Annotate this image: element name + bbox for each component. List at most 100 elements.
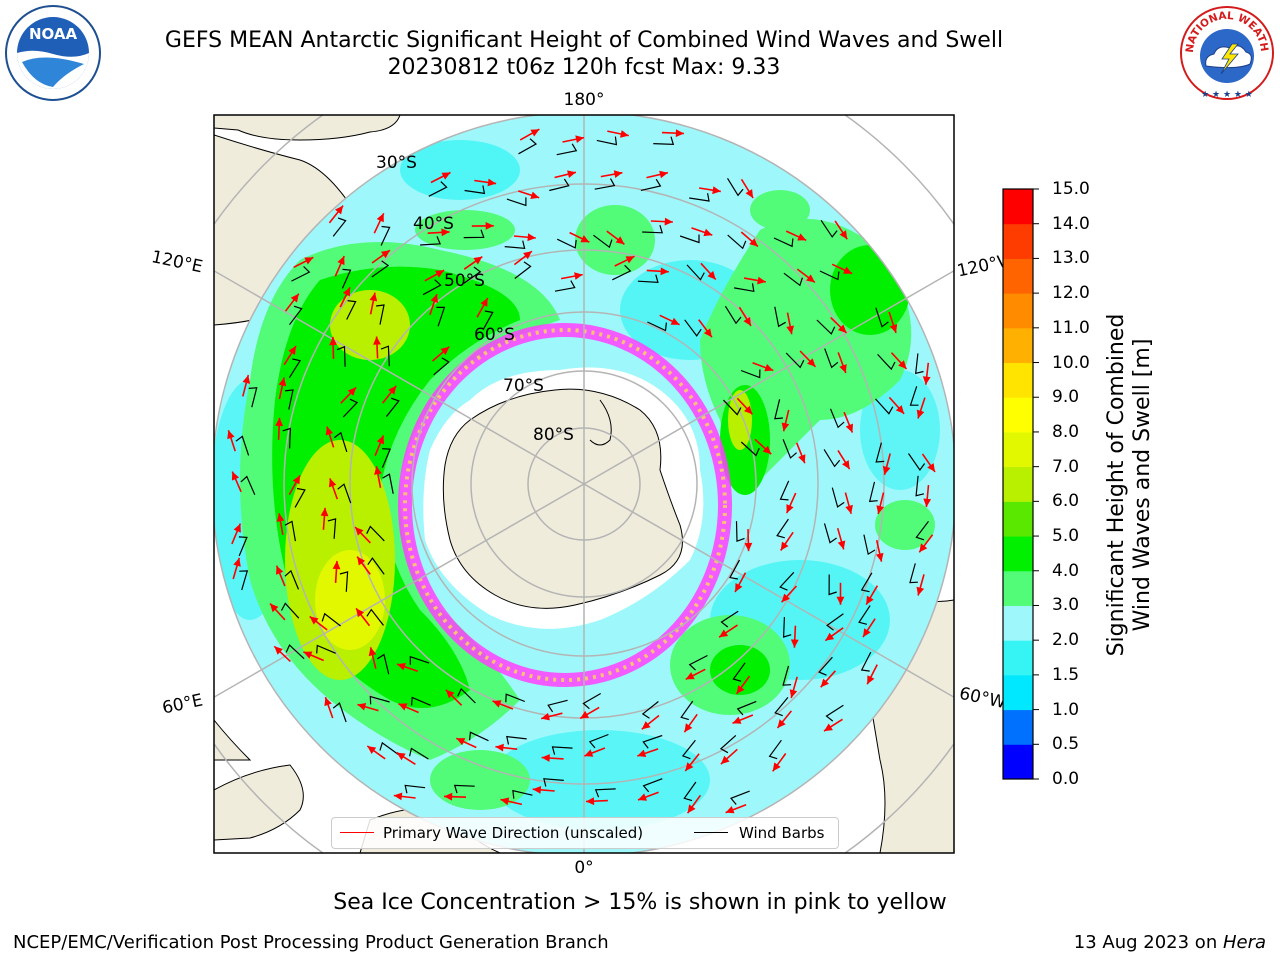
colorbar-tick-label: 10.0 <box>1052 352 1090 373</box>
map-title: GEFS MEAN Antarctic Significant Height o… <box>164 28 1004 53</box>
wave-arrow-head <box>274 646 283 655</box>
colorbar-tick-label: 11.0 <box>1052 317 1090 338</box>
wind-barb <box>768 739 782 760</box>
wave-arrow-head <box>309 616 319 625</box>
colorbar-tick-label: 9.0 <box>1052 387 1080 408</box>
wave-arrow-head <box>320 507 329 517</box>
colorbar-segment <box>1003 258 1033 294</box>
wave-arrow-head <box>712 186 721 195</box>
lon-label-60w: 60°W <box>957 684 1007 713</box>
wave-arrow-head <box>736 685 745 694</box>
wind-barb <box>482 310 494 331</box>
wave-arrow-head <box>820 678 829 688</box>
wind-barb <box>679 234 700 244</box>
wave-arrow-head <box>376 435 384 445</box>
wave-arrow-head <box>530 129 540 137</box>
wind-barb <box>382 473 394 494</box>
wind-barb <box>828 574 837 596</box>
wave-arrow-head <box>278 377 287 387</box>
wind-barb <box>284 569 300 590</box>
wind-barb <box>514 261 532 279</box>
legend: Primary Wave Direction (unscaled) Wind B… <box>331 817 839 849</box>
colorbar-segment <box>1003 640 1033 676</box>
wind-barb <box>582 692 602 710</box>
wind-barb <box>774 697 789 717</box>
wind-barb <box>816 319 836 335</box>
wave-arrow-head <box>772 762 781 772</box>
wave-arrow-head <box>270 603 279 613</box>
wind-barb <box>316 644 336 654</box>
wave-arrow-head <box>430 294 438 303</box>
wave-arrow-head <box>480 298 488 307</box>
colorbar-segment <box>1003 397 1033 433</box>
wind-barb <box>280 602 300 619</box>
wave-arrow-head <box>687 804 696 814</box>
wave-arrow-head <box>732 716 742 724</box>
colorbar-tick-label: 0.0 <box>1052 769 1080 789</box>
lon-label-0: 0° <box>574 858 593 878</box>
wind-barb <box>722 399 742 416</box>
colorbar-segment <box>1003 501 1033 537</box>
wind-barb <box>366 525 385 542</box>
wave-arrow-head <box>584 749 594 757</box>
wave-arrow-head <box>456 738 466 746</box>
wave-arrow-head <box>725 806 735 814</box>
wind-barb <box>464 185 486 195</box>
wind-barb <box>637 274 659 284</box>
wave-arrow-head <box>895 405 905 414</box>
wind-barb <box>642 778 663 793</box>
wave-arrow-head <box>916 409 925 419</box>
wave-arrow-head <box>762 445 772 455</box>
wave-arrow-head <box>441 228 450 237</box>
wind-barb <box>730 790 750 805</box>
wind-barb <box>512 789 533 799</box>
wave-arrow-head <box>473 256 483 265</box>
wind-barb <box>875 307 889 328</box>
wind-barb <box>596 136 618 146</box>
wave-arrow-head <box>807 358 816 367</box>
wind-barb <box>726 177 744 197</box>
noaa-logo-icon: NOAA <box>5 5 101 101</box>
wind-barb <box>285 644 305 660</box>
wave-arrow-head <box>685 762 694 771</box>
wave-arrow-head <box>882 465 891 475</box>
wind-barb <box>740 369 761 379</box>
wind-barb <box>341 268 352 289</box>
wind-barb <box>284 389 294 410</box>
wave-arrow-head <box>919 543 928 553</box>
wind-barb <box>915 475 925 497</box>
wave-arrow-head <box>357 556 366 566</box>
wind-barb <box>826 613 844 631</box>
wind-barb <box>860 651 872 672</box>
wave-arrow-head <box>670 317 680 325</box>
nws-logo-icon: NATIONAL WEATHER SERVICE ★ ★ ★ ★ ★ <box>1178 4 1274 100</box>
colorbar-tick-label: 15.0 <box>1052 179 1090 199</box>
colorbar-segment <box>1003 709 1033 745</box>
wind-barb <box>782 665 792 686</box>
wave-arrow-head <box>347 387 357 396</box>
wind-barb <box>779 571 795 591</box>
wave-arrow-head <box>777 719 786 728</box>
wind-barb <box>336 345 346 367</box>
wave-arrow-head <box>381 250 390 259</box>
wave-arrow-head <box>396 752 406 761</box>
wave-arrow-head <box>368 647 377 657</box>
wave-arrow-head <box>719 629 729 638</box>
wave-arrow-head <box>369 292 378 302</box>
colorbar-segment <box>1003 362 1033 398</box>
colorbar-tick-label: 13.0 <box>1052 248 1090 269</box>
wave-arrow-head <box>485 222 494 230</box>
wave-arrow-head <box>786 504 794 514</box>
wind-barb <box>518 138 538 155</box>
wind-barb <box>463 266 482 284</box>
wave-arrow-head <box>703 228 713 237</box>
wind-barb <box>282 427 292 449</box>
legend-swatch-wind <box>694 832 728 833</box>
wind-barb <box>783 272 803 287</box>
wind-barb <box>409 747 429 760</box>
wind-barb <box>653 136 675 146</box>
wind-barb <box>909 563 918 584</box>
colorbar-tick-label: 14.0 <box>1052 213 1090 234</box>
wind-barb <box>612 264 632 281</box>
sea-ice-footnote: Sea Ice Concentration > 15% is shown in … <box>333 890 947 915</box>
